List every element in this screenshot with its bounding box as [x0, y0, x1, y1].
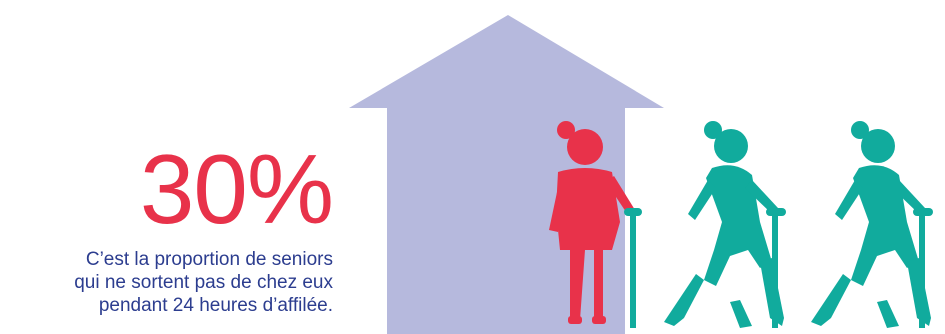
- stat-block: 30% C’est la proportion de seniors qui n…: [74, 134, 334, 317]
- caption-line-1: C’est la proportion de seniors: [85, 249, 333, 270]
- stat-percent: 30%: [139, 134, 334, 244]
- caption-line-3: pendant 24 heures d’affilée.: [98, 295, 333, 316]
- caption-line-2: qui ne sortent pas de chez eux: [74, 272, 333, 293]
- house-icon: [349, 15, 664, 334]
- senior-walker-with-cane-icon: [664, 121, 784, 328]
- stat-caption: C’est la proportion de seniors qui ne so…: [74, 248, 333, 317]
- senior-woman-indoors-icon: [549, 121, 635, 324]
- senior-walker-with-cane-icon: [811, 121, 931, 328]
- cane-icon: [630, 212, 636, 328]
